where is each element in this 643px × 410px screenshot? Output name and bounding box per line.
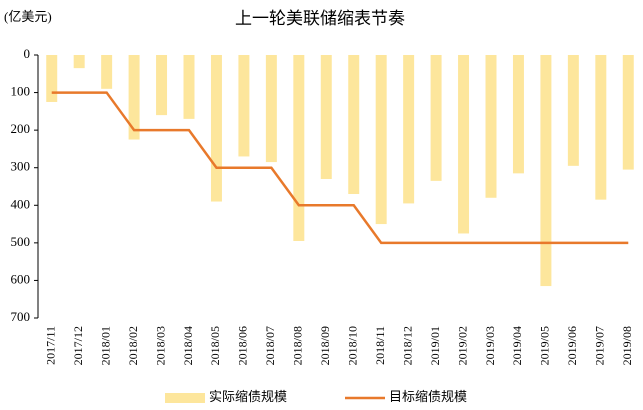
x-tick-label: 2018/02 [126,326,140,365]
x-tick-label: 2018/07 [263,326,277,365]
bar [183,55,195,119]
y-tick-label: 200 [11,121,31,136]
x-tick-label: 2018/11 [373,326,387,365]
x-tick-label: 2019/06 [565,326,579,365]
x-tick-label: 2018/05 [208,326,222,365]
bar [210,55,222,202]
bar [101,55,113,89]
x-tick-label: 2018/10 [345,326,359,365]
bar [540,55,552,287]
bar [458,55,470,234]
legend-label: 目标缩债规模 [389,389,467,404]
bar [156,55,168,116]
bar [375,55,387,225]
y-tick-label: 400 [11,196,31,211]
x-tick-label: 2019/02 [455,326,469,365]
x-tick-label: 2019/05 [538,326,552,365]
bar [622,55,634,170]
x-tick-label: 2018/06 [236,326,250,365]
bar [403,55,415,204]
x-tick-label: 2018/01 [98,326,112,365]
x-tick-label: 2019/01 [428,326,442,365]
x-tick-label: 2018/12 [400,326,414,365]
bar [73,55,85,69]
y-tick-label: 600 [11,271,31,286]
y-tick-label: 100 [11,84,31,99]
y-tick-label: 0 [24,46,31,61]
bar [567,55,579,166]
x-tick-label: 2019/07 [593,326,607,365]
x-tick-label: 2019/04 [510,326,524,365]
y-tick-label: 700 [11,309,31,324]
legend-swatch [165,393,205,403]
y-tick-label: 500 [11,234,31,249]
x-tick-label: 2017/12 [71,326,85,365]
chart-title: 上一轮美联储缩表节奏 [235,9,405,28]
bar [238,55,250,157]
legend-label: 实际缩债规模 [209,389,287,404]
x-tick-label: 2017/11 [43,326,57,365]
bar [430,55,442,181]
bar [595,55,607,200]
bar [348,55,360,195]
bar [128,55,140,140]
bar [485,55,497,198]
bar [512,55,524,174]
bar [320,55,332,179]
x-tick-label: 2019/08 [620,326,634,365]
bar [265,55,277,163]
bar [46,55,58,102]
x-tick-label: 2018/09 [318,326,332,365]
unit-label: (亿美元) [4,9,52,24]
y-tick-label: 300 [11,159,31,174]
x-tick-label: 2019/03 [483,326,497,365]
x-tick-label: 2018/08 [291,326,305,365]
x-tick-label: 2018/04 [181,326,195,365]
line-series [51,91,629,245]
x-tick-label: 2018/03 [153,326,167,365]
bar [293,55,305,241]
